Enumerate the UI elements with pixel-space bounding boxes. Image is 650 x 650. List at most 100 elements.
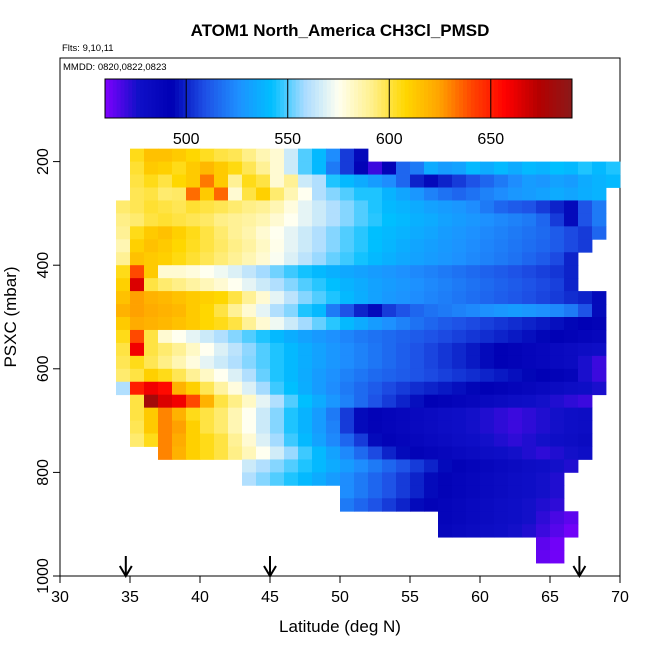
heatmap-cell (494, 187, 509, 201)
heatmap-cell (480, 420, 495, 434)
heatmap-cell (396, 407, 411, 421)
heatmap-cell (480, 459, 495, 473)
heatmap-cell (144, 355, 159, 370)
colorbar-segment (252, 79, 258, 118)
heatmap-cell (270, 252, 285, 266)
heatmap-cell (466, 381, 481, 396)
heatmap-cell (326, 278, 341, 292)
colorbar-segment (284, 79, 289, 118)
heatmap-cell (508, 265, 523, 279)
heatmap-cell (172, 226, 187, 240)
heatmap-cell (466, 200, 481, 214)
heatmap-cell (186, 278, 201, 292)
heatmap-cell (592, 187, 607, 201)
heatmap-cell (242, 446, 257, 460)
heatmap-cell (382, 459, 397, 473)
heatmap-cell (424, 239, 439, 253)
heatmap-cell (284, 394, 299, 409)
heatmap-cell (424, 174, 439, 188)
heatmap-cell (396, 291, 411, 305)
heatmap-cell (354, 161, 369, 175)
heatmap-cell (578, 213, 593, 227)
heatmap-cell (270, 239, 285, 253)
heatmap-cell (578, 368, 593, 383)
heatmap-cell (340, 472, 355, 486)
heatmap-cell (550, 329, 565, 344)
heatmap-cell (326, 368, 341, 383)
heatmap-cell (144, 226, 159, 240)
heatmap-cell (382, 472, 397, 486)
heatmap-cell (144, 291, 159, 305)
colorbar-segment (540, 79, 546, 118)
heatmap-cell (298, 368, 313, 383)
colorbar-segment (307, 79, 312, 118)
heatmap-cell (522, 200, 537, 214)
heatmap-cell (172, 187, 187, 201)
heatmap-cell (396, 252, 411, 266)
heatmap-cell (452, 381, 467, 396)
heatmap-cell (326, 472, 341, 486)
heatmap-cell (312, 226, 327, 240)
heatmap-cell (466, 407, 481, 421)
heatmap-cell (410, 239, 425, 253)
heatmap-cell (354, 200, 369, 214)
heatmap-cell (298, 317, 313, 331)
heatmap-cell (214, 433, 229, 447)
heatmap-cell (424, 407, 439, 421)
heatmap-cell (410, 161, 425, 175)
heatmap-cell (438, 355, 453, 370)
heatmap-cell (242, 407, 257, 421)
heatmap-cell (508, 317, 523, 331)
heatmap-cell (242, 278, 257, 292)
heatmap-cell (354, 317, 369, 331)
heatmap-cell (256, 446, 271, 460)
heatmap-cell (256, 278, 271, 292)
heatmap-cell (130, 304, 145, 318)
heatmap-cell (564, 446, 579, 460)
heatmap-cell (340, 381, 355, 396)
heatmap-cell (536, 498, 551, 512)
heatmap-cell (410, 433, 425, 447)
colorbar-segment (478, 79, 483, 118)
heatmap-cell (172, 329, 187, 344)
colorbar-segment (501, 79, 507, 118)
heatmap-cell (410, 446, 425, 460)
colorbar-segment (346, 79, 351, 118)
colorbar-segment (439, 79, 445, 118)
heatmap-cell (494, 226, 509, 240)
heatmap-cell (508, 407, 523, 421)
heatmap-cell (116, 213, 131, 227)
heatmap-cell (116, 304, 131, 318)
colorbar-segment (147, 79, 153, 118)
heatmap-cell (186, 291, 201, 305)
heatmap-cell (312, 304, 327, 318)
heatmap-cell (508, 239, 523, 253)
heatmap-cell (522, 317, 537, 331)
heatmap-cell (340, 355, 355, 370)
heatmap-cell (298, 420, 313, 434)
heatmap-cell (270, 420, 285, 434)
heatmap-cell (564, 213, 579, 227)
heatmap-cell (354, 148, 369, 162)
dates-text: MMDD: 0820,0822,0823 (63, 62, 167, 73)
heatmap-cell (578, 317, 593, 331)
heatmap-cell (298, 433, 313, 447)
heatmap-cell (270, 304, 285, 318)
heatmap-cell (592, 291, 607, 305)
heatmap-cell (284, 174, 299, 188)
heatmap-cell (256, 329, 271, 344)
heatmap-cell (312, 148, 327, 162)
heatmap-cell (396, 239, 411, 253)
heatmap-cell (410, 498, 425, 512)
heatmap-cell (284, 148, 299, 162)
heatmap-cell (368, 187, 383, 201)
colorbar-segment (295, 79, 301, 118)
heatmap-cell (564, 200, 579, 214)
y-tick-label: 400 (35, 252, 52, 279)
heatmap-cell (200, 355, 215, 370)
heatmap-cell (396, 187, 411, 201)
colorbar-segment (525, 79, 530, 118)
heatmap-cell (186, 433, 201, 447)
colorbar-segment (424, 79, 429, 118)
heatmap-cell (256, 200, 271, 214)
